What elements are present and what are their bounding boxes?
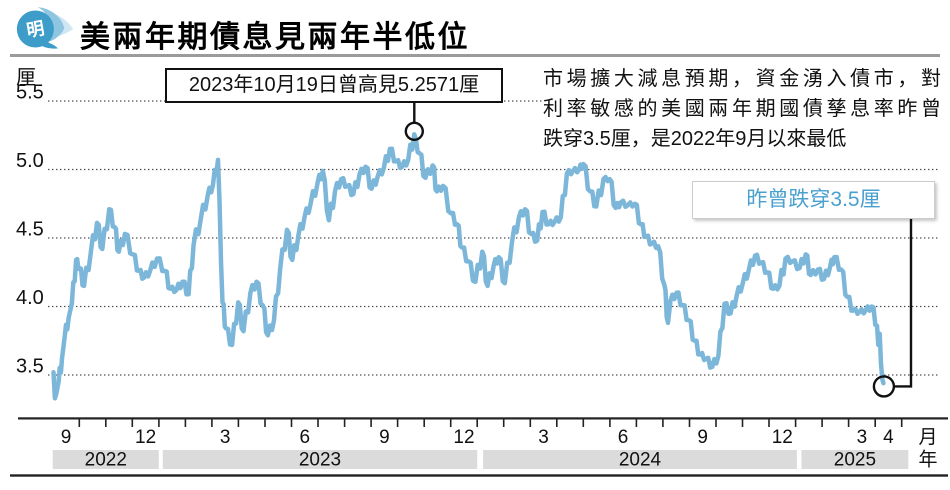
header-rule — [10, 54, 940, 57]
yield-line — [51, 132, 886, 401]
description-line: 跌穿3.5厘，是2022年9月以來最低 — [543, 128, 847, 150]
x-month-label: 12 — [135, 427, 156, 448]
year-label: 2022 — [85, 450, 127, 471]
logo-bubble-tail-icon — [41, 41, 58, 49]
year-band — [801, 450, 909, 469]
x-axis-line — [18, 417, 948, 420]
low-callout-box: 昨曾跌穿3.5厘 — [692, 181, 935, 219]
x-unit-month: 月 — [918, 427, 937, 448]
description-text-block: 市場擴大減息預期，資金湧入債市，對 利率敏感的美國兩年期國債孳息率昨曾 跌穿3.… — [543, 64, 941, 154]
year-band — [52, 450, 159, 469]
year-label: 2023 — [299, 450, 341, 471]
x-month-label: 4 — [883, 427, 894, 448]
description-line: 利率敏感的美國兩年期國債孳息率昨曾 — [543, 98, 941, 120]
y-tick-label: 3.5 — [16, 356, 44, 378]
x-month-label: 12 — [453, 427, 474, 448]
x-month-label: 9 — [697, 427, 708, 448]
mingpao-logo: 明 — [16, 7, 74, 49]
x-month-label: 3 — [538, 427, 549, 448]
bottom-rule — [10, 474, 948, 477]
page-title: 美兩年期債息見兩年半低位 — [80, 21, 470, 54]
low-callout-text: 昨曾跌穿3.5厘 — [746, 188, 881, 211]
y-axis-unit-label: 厘 — [16, 67, 36, 89]
peak-annotation-box: 2023年10月19日曾高見5.2571厘 — [165, 68, 503, 103]
x-month-label: 6 — [300, 427, 311, 448]
x-month-label: 12 — [772, 427, 793, 448]
year-label: 2025 — [834, 450, 876, 471]
year-band — [483, 450, 797, 469]
logo-glyph-text: 明 — [25, 18, 46, 41]
low-marker-circle — [872, 375, 896, 398]
x-month-label: 3 — [857, 427, 868, 448]
y-tick-label: 5.0 — [16, 150, 44, 172]
year-label: 2024 — [619, 450, 662, 471]
x-month-label: 9 — [61, 427, 72, 448]
x-month-label: 9 — [379, 427, 390, 448]
x-month-label: 3 — [220, 427, 231, 448]
year-band — [162, 450, 478, 469]
y-tick-label: 4.5 — [16, 219, 44, 241]
low-connector — [894, 219, 913, 388]
peak-marker-circle — [404, 121, 424, 142]
peak-annotation-text: 2023年10月19日曾高見5.2571厘 — [188, 74, 480, 96]
x-unit-year: 年 — [918, 449, 937, 471]
y-tick-label: 4.0 — [16, 287, 44, 309]
y-tick-label: 5.5 — [16, 82, 44, 104]
logo-bubble-icon — [16, 10, 54, 48]
x-month-label: 6 — [618, 427, 629, 448]
description-line: 市場擴大減息預期，資金湧入債市，對 — [543, 68, 941, 90]
